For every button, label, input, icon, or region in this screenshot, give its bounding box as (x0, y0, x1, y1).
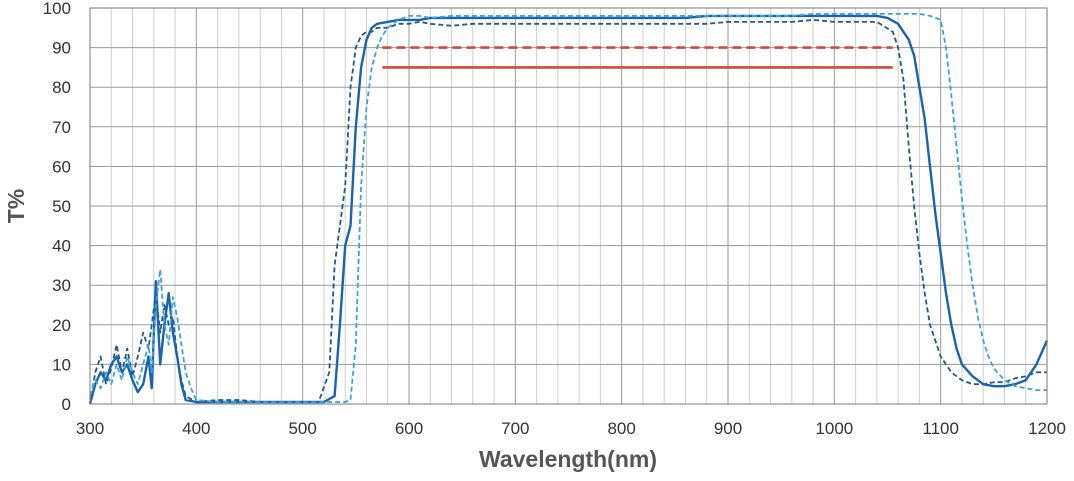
x-tick-label: 700 (501, 419, 529, 438)
y-tick-label: 10 (52, 355, 71, 374)
plot-frame (89, 7, 1048, 405)
x-axis-title: Wavelength(nm) (479, 446, 657, 472)
x-tick-label: 400 (182, 419, 210, 438)
x-tick-label: 600 (395, 419, 423, 438)
y-tick-label: 80 (52, 78, 71, 97)
y-tick-label: 90 (52, 39, 71, 58)
series-line-1 (89, 18, 1047, 405)
y-axis-title: T% (3, 189, 29, 224)
y-tick-label: 20 (52, 316, 71, 335)
grid (90, 8, 1047, 404)
x-tick-label: 1200 (1028, 419, 1066, 438)
x-axis-ticks: 300 400 500 600 700 800 900 1000 1100 1200 (76, 419, 1066, 438)
x-tick-label: 300 (76, 419, 104, 438)
series-layer (88, 12, 1049, 405)
y-tick-label: 100 (43, 0, 71, 18)
y-tick-label: 40 (52, 237, 71, 256)
x-tick-label: 1000 (815, 419, 853, 438)
series-line-2 (88, 14, 1049, 405)
y-tick-label: 50 (52, 197, 71, 216)
y-tick-label: 60 (52, 157, 71, 176)
series-line-3 (89, 12, 1047, 403)
y-tick-label: 30 (52, 276, 71, 295)
y-tick-label: 0 (62, 395, 71, 414)
x-tick-label: 900 (714, 419, 742, 438)
y-axis-ticks: 0 10 20 30 40 50 60 70 80 90 100 (43, 0, 71, 414)
x-tick-label: 500 (288, 419, 316, 438)
y-tick-label: 70 (52, 118, 71, 137)
x-tick-label: 800 (607, 419, 635, 438)
x-tick-label: 1100 (922, 419, 959, 438)
